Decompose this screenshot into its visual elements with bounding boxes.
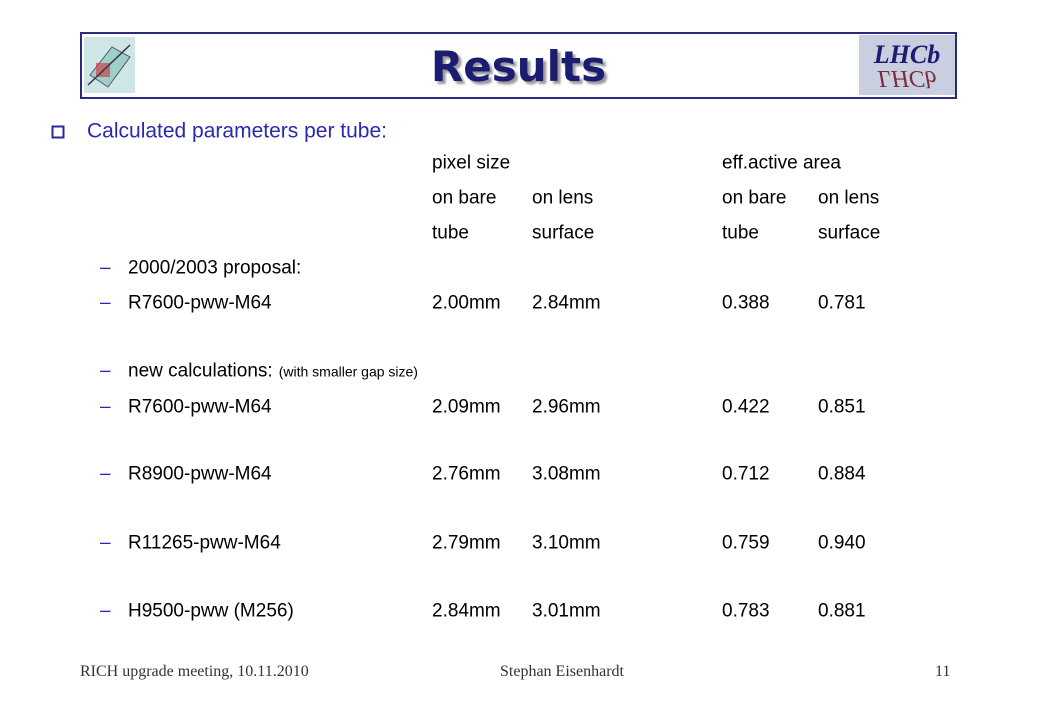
sub-header: on bare <box>722 187 787 209</box>
row-label: R7600-pww-M64 <box>128 292 272 314</box>
sub-header: surface <box>532 222 595 244</box>
row-label: R7600-pww-M64 <box>128 396 272 418</box>
dash: – <box>100 532 111 554</box>
row-label: R8900-pww-M64 <box>128 463 272 485</box>
cell: 3.10mm <box>532 532 601 554</box>
svg-text:LHCb: LHCb <box>873 40 940 69</box>
footer-center: Stephan Eisenhardt <box>500 663 624 680</box>
cell: 0.422 <box>722 396 770 418</box>
lhcb-logo: LHCb LHCb <box>859 35 955 95</box>
cell: 3.08mm <box>532 463 601 485</box>
cell: 0.388 <box>722 292 770 314</box>
dash: – <box>100 292 111 314</box>
row-note: (with smaller gap size) <box>278 363 418 380</box>
bullet-square <box>51 125 65 139</box>
cell: 0.783 <box>722 600 770 622</box>
row-label: H9500-pww (M256) <box>128 600 294 622</box>
sub-header: on lens <box>532 187 594 209</box>
cell: 0.851 <box>818 396 866 418</box>
sub-header: on bare <box>432 187 497 209</box>
cell: 0.940 <box>818 532 866 554</box>
cell: 0.712 <box>722 463 770 485</box>
cell: 0.884 <box>818 463 866 485</box>
cell: 2.96mm <box>532 396 601 418</box>
dash: – <box>100 463 111 485</box>
cell: 2.76mm <box>432 463 501 485</box>
cell: 2.79mm <box>432 532 501 554</box>
row-label: new calculations: (with smaller gap size) <box>128 360 418 382</box>
dash: – <box>100 600 111 622</box>
cell: 0.759 <box>722 532 770 554</box>
title-box: Results LHCb LHCb <box>80 32 957 99</box>
sub-header: tube <box>432 222 469 244</box>
dash: – <box>100 396 111 418</box>
group-header: eff.active area <box>722 152 842 174</box>
cell: 0.881 <box>818 600 866 622</box>
cell: 2.84mm <box>532 292 601 314</box>
footer-left: RICH upgrade meeting, 10.11.2010 <box>80 663 309 680</box>
cell: 2.00mm <box>432 292 501 314</box>
cell: 2.09mm <box>432 396 501 418</box>
dash: – <box>100 360 111 382</box>
title: Results <box>430 42 607 91</box>
row-label: R11265-pww-M64 <box>128 532 281 554</box>
bullet-text: Calculated parameters per tube: <box>87 119 387 143</box>
svg-text:LHCb: LHCb <box>877 65 937 91</box>
cell: 2.84mm <box>432 600 501 622</box>
dash: – <box>100 257 111 279</box>
sub-header: tube <box>722 222 759 244</box>
sub-header: on lens <box>818 187 880 209</box>
left-logo <box>84 37 135 93</box>
group-header: pixel size <box>432 152 511 174</box>
sub-header: surface <box>818 222 881 244</box>
cell: 3.01mm <box>532 600 601 622</box>
cell: 0.781 <box>818 292 866 314</box>
row-label: 2000/2003 proposal: <box>128 257 302 279</box>
page-number: 11 <box>935 663 951 680</box>
